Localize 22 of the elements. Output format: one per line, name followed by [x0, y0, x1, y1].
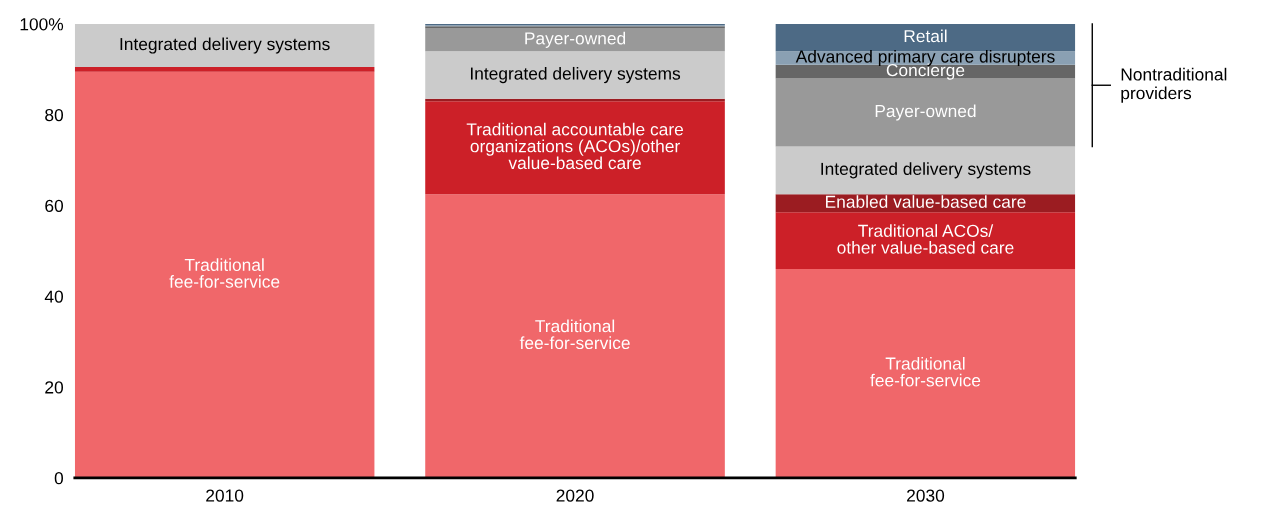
data-label: Enabled value-based care [826, 195, 1026, 208]
data-label: Traditional ACOs/ other value-based care [837, 224, 1014, 254]
data-label: Integrated delivery systems [470, 66, 681, 84]
y-tick-label: 80 [45, 108, 64, 122]
y-tick-label: 100% [20, 18, 64, 31]
data-label: Integrated delivery systems [821, 162, 1031, 179]
data-label: Retail [904, 29, 947, 43]
x-tick-label: 2030 [907, 489, 945, 502]
data-label: Payer-owned [875, 104, 976, 121]
data-label: Traditional fee-for-service [519, 319, 630, 350]
y-tick-label: 40 [44, 290, 64, 303]
text: Nontraditional providers [1121, 67, 1227, 103]
x-tick-label: 2020 [556, 489, 594, 502]
x-tick-label: 2010 [206, 489, 244, 502]
y-tick-label: 60 [45, 199, 64, 212]
y-tick-label: 0 [54, 472, 64, 485]
data-label: Traditional fee-for-service [169, 258, 280, 288]
data-label: Traditional fee-for-service [870, 356, 981, 387]
data-label: Traditional accountable care organizations (ACOs)/other value-based care [466, 122, 683, 170]
y-tick-label: 20 [45, 381, 64, 394]
data-label: Integrated delivery systems [120, 37, 330, 54]
data-label: Payer-owned [525, 31, 626, 48]
